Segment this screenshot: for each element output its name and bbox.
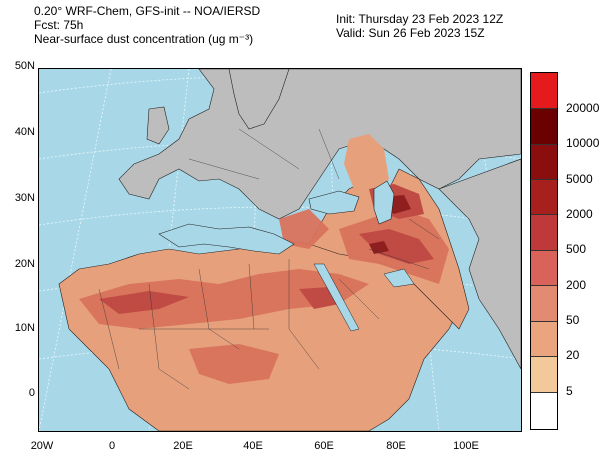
ytick-20n: 20N: [14, 258, 35, 270]
init-time: Init: Thursday 23 Feb 2023 12Z: [336, 12, 504, 26]
ytick-10n: 10N: [14, 322, 35, 334]
land-europe: [118, 69, 521, 220]
sea-persian-gulf: [383, 268, 415, 288]
ytick-0: 0: [28, 387, 35, 399]
sea-black: [308, 190, 360, 215]
xtick-80e: 80E: [386, 440, 406, 452]
colorbar-label-20000: 20000: [566, 101, 600, 115]
colorbar-label-10000: 10000: [566, 136, 600, 150]
xtick-100e: 100E: [453, 440, 479, 452]
xtick-60e: 60E: [314, 440, 334, 452]
variable-title: Near-surface dust concentration (ug m⁻³): [34, 32, 254, 46]
land-scandinavia: [228, 69, 290, 130]
sea-red: [313, 263, 360, 332]
colorbar-swatch: [531, 393, 557, 429]
colorbar-swatch: [531, 215, 557, 251]
xtick-0: 0: [108, 440, 116, 452]
colorbar-swatch: [531, 73, 557, 109]
colorbar-label-2000: 2000: [566, 207, 593, 221]
model-title: 0.20° WRF-Chem, GFS-init -- NOA/IERSD: [34, 4, 261, 18]
colorbar-label-500: 500: [566, 242, 587, 256]
colorbar: [530, 72, 558, 430]
colorbar-label-5: 5: [566, 384, 573, 398]
map-panel: [38, 68, 522, 432]
map-svg: [39, 69, 521, 431]
colorbar-swatch: [531, 251, 557, 286]
country-borders: [98, 128, 440, 390]
xtick-20w: 20W: [30, 440, 54, 452]
colorbar-swatch: [531, 357, 557, 393]
xtick-40e: 40E: [243, 440, 263, 452]
xtick-20e: 20E: [173, 440, 193, 452]
valid-time: Valid: Sun 26 Feb 2023 15Z: [336, 26, 485, 40]
header-left: 0.20° WRF-Chem, GFS-init -- NOA/IERSD Fc…: [34, 4, 260, 46]
colorbar-swatch: [531, 145, 557, 180]
sea-mediterranean: [158, 223, 295, 255]
colorbar-label-200: 200: [566, 278, 587, 292]
colorbar-label-20: 20: [566, 348, 580, 362]
ytick-40n: 40N: [14, 126, 35, 138]
colorbar-swatch: [531, 180, 557, 215]
plume-caspian: [344, 134, 389, 199]
forecast-hour: Fcst: 75h: [34, 18, 84, 32]
sea-caspian: [373, 180, 395, 225]
colorbar-swatch: [531, 286, 557, 322]
colorbar-label-50: 50: [566, 313, 580, 327]
colorbar-swatch: [531, 109, 557, 145]
land-asia: [438, 158, 521, 370]
colorbar-label-5000: 5000: [566, 172, 593, 186]
ytick-50n: 50N: [14, 60, 35, 72]
header-right: Init: Thursday 23 Feb 2023 12Z Valid: Su…: [336, 12, 503, 40]
ytick-30n: 30N: [14, 192, 35, 204]
land-uk: [146, 106, 170, 145]
colorbar-swatch: [531, 322, 557, 357]
